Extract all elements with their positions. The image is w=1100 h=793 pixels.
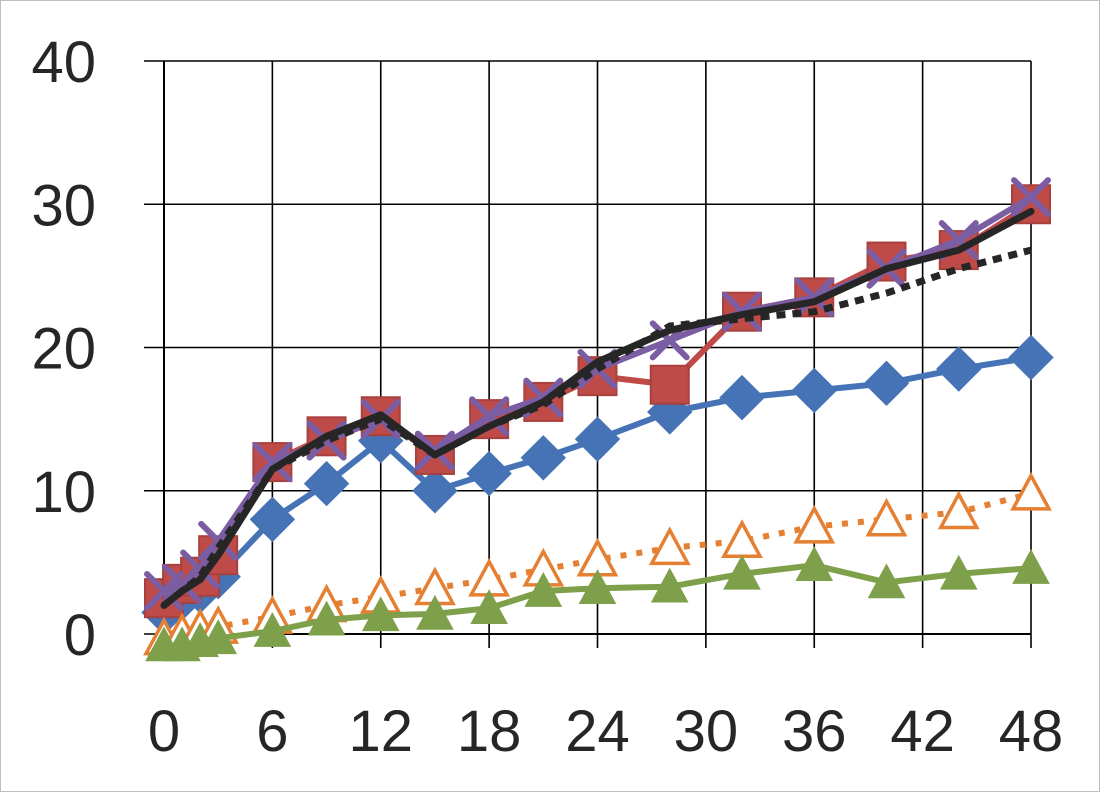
- x-tick-label: 30: [674, 699, 739, 764]
- square-marker: [649, 364, 690, 405]
- x-tick-label: 18: [457, 699, 522, 764]
- triangle-open-marker: [721, 519, 763, 558]
- triangle-marker: [1012, 549, 1050, 584]
- triangle-marker: [524, 571, 563, 607]
- triangle-open-marker: [937, 490, 980, 530]
- grid: [144, 60, 1032, 648]
- triangle-marker: [253, 612, 292, 647]
- x-tick-label: 42: [890, 699, 955, 764]
- diamond-marker: [466, 450, 512, 497]
- triangle-marker: [939, 554, 978, 590]
- diamond-marker: [249, 496, 296, 543]
- y-tick-label: 10: [31, 460, 96, 525]
- series-7: [160, 207, 1035, 609]
- triangle-open-marker: [793, 504, 836, 544]
- diamond-marker: [936, 346, 982, 392]
- x-tick-label: 6: [256, 699, 288, 764]
- diamond-marker: [574, 416, 621, 462]
- triangle-marker: [867, 563, 906, 599]
- x-tick-label: 36: [782, 699, 847, 764]
- series-7-line: [160, 207, 1035, 609]
- triangle-marker: [361, 596, 400, 632]
- triangle-marker: [650, 567, 689, 603]
- triangle-marker: [795, 546, 834, 582]
- triangle-open-marker: [865, 497, 908, 537]
- diamond-marker: [303, 460, 350, 507]
- y-tick-label: 0: [64, 603, 96, 668]
- diamond-marker: [1008, 334, 1054, 381]
- triangle-marker: [199, 619, 238, 655]
- triangle-marker: [307, 600, 346, 636]
- series-group: [141, 177, 1054, 662]
- axes: [163, 61, 1031, 635]
- x-tick-label: 12: [348, 699, 413, 764]
- x-tick-label: 0: [148, 699, 180, 764]
- triangle-marker: [416, 594, 454, 630]
- x-tick-label: 24: [565, 699, 630, 764]
- y-tick-label: 40: [31, 30, 96, 95]
- x-marker: [469, 396, 510, 437]
- x-marker: [252, 442, 293, 483]
- diamond-marker: [863, 360, 910, 407]
- triangle-marker: [470, 589, 508, 625]
- triangle-open-marker: [648, 526, 691, 566]
- diamond-marker: [412, 468, 458, 514]
- triangle-marker: [723, 554, 761, 590]
- triangle-open-marker: [1010, 471, 1052, 511]
- y-tick-label: 20: [31, 317, 96, 382]
- series-5: [145, 546, 1050, 662]
- y-tick-label: 30: [31, 173, 96, 238]
- diamond-marker: [520, 435, 567, 481]
- diamond-marker: [719, 374, 765, 421]
- tick-labels: 0 6 12 18 24 30 36 42 48 0 10 20 30 40: [31, 30, 1063, 764]
- diamond-marker: [791, 367, 837, 414]
- x-tick-label: 48: [999, 699, 1064, 764]
- triangle-marker: [578, 569, 617, 604]
- x-marker: [1011, 177, 1051, 218]
